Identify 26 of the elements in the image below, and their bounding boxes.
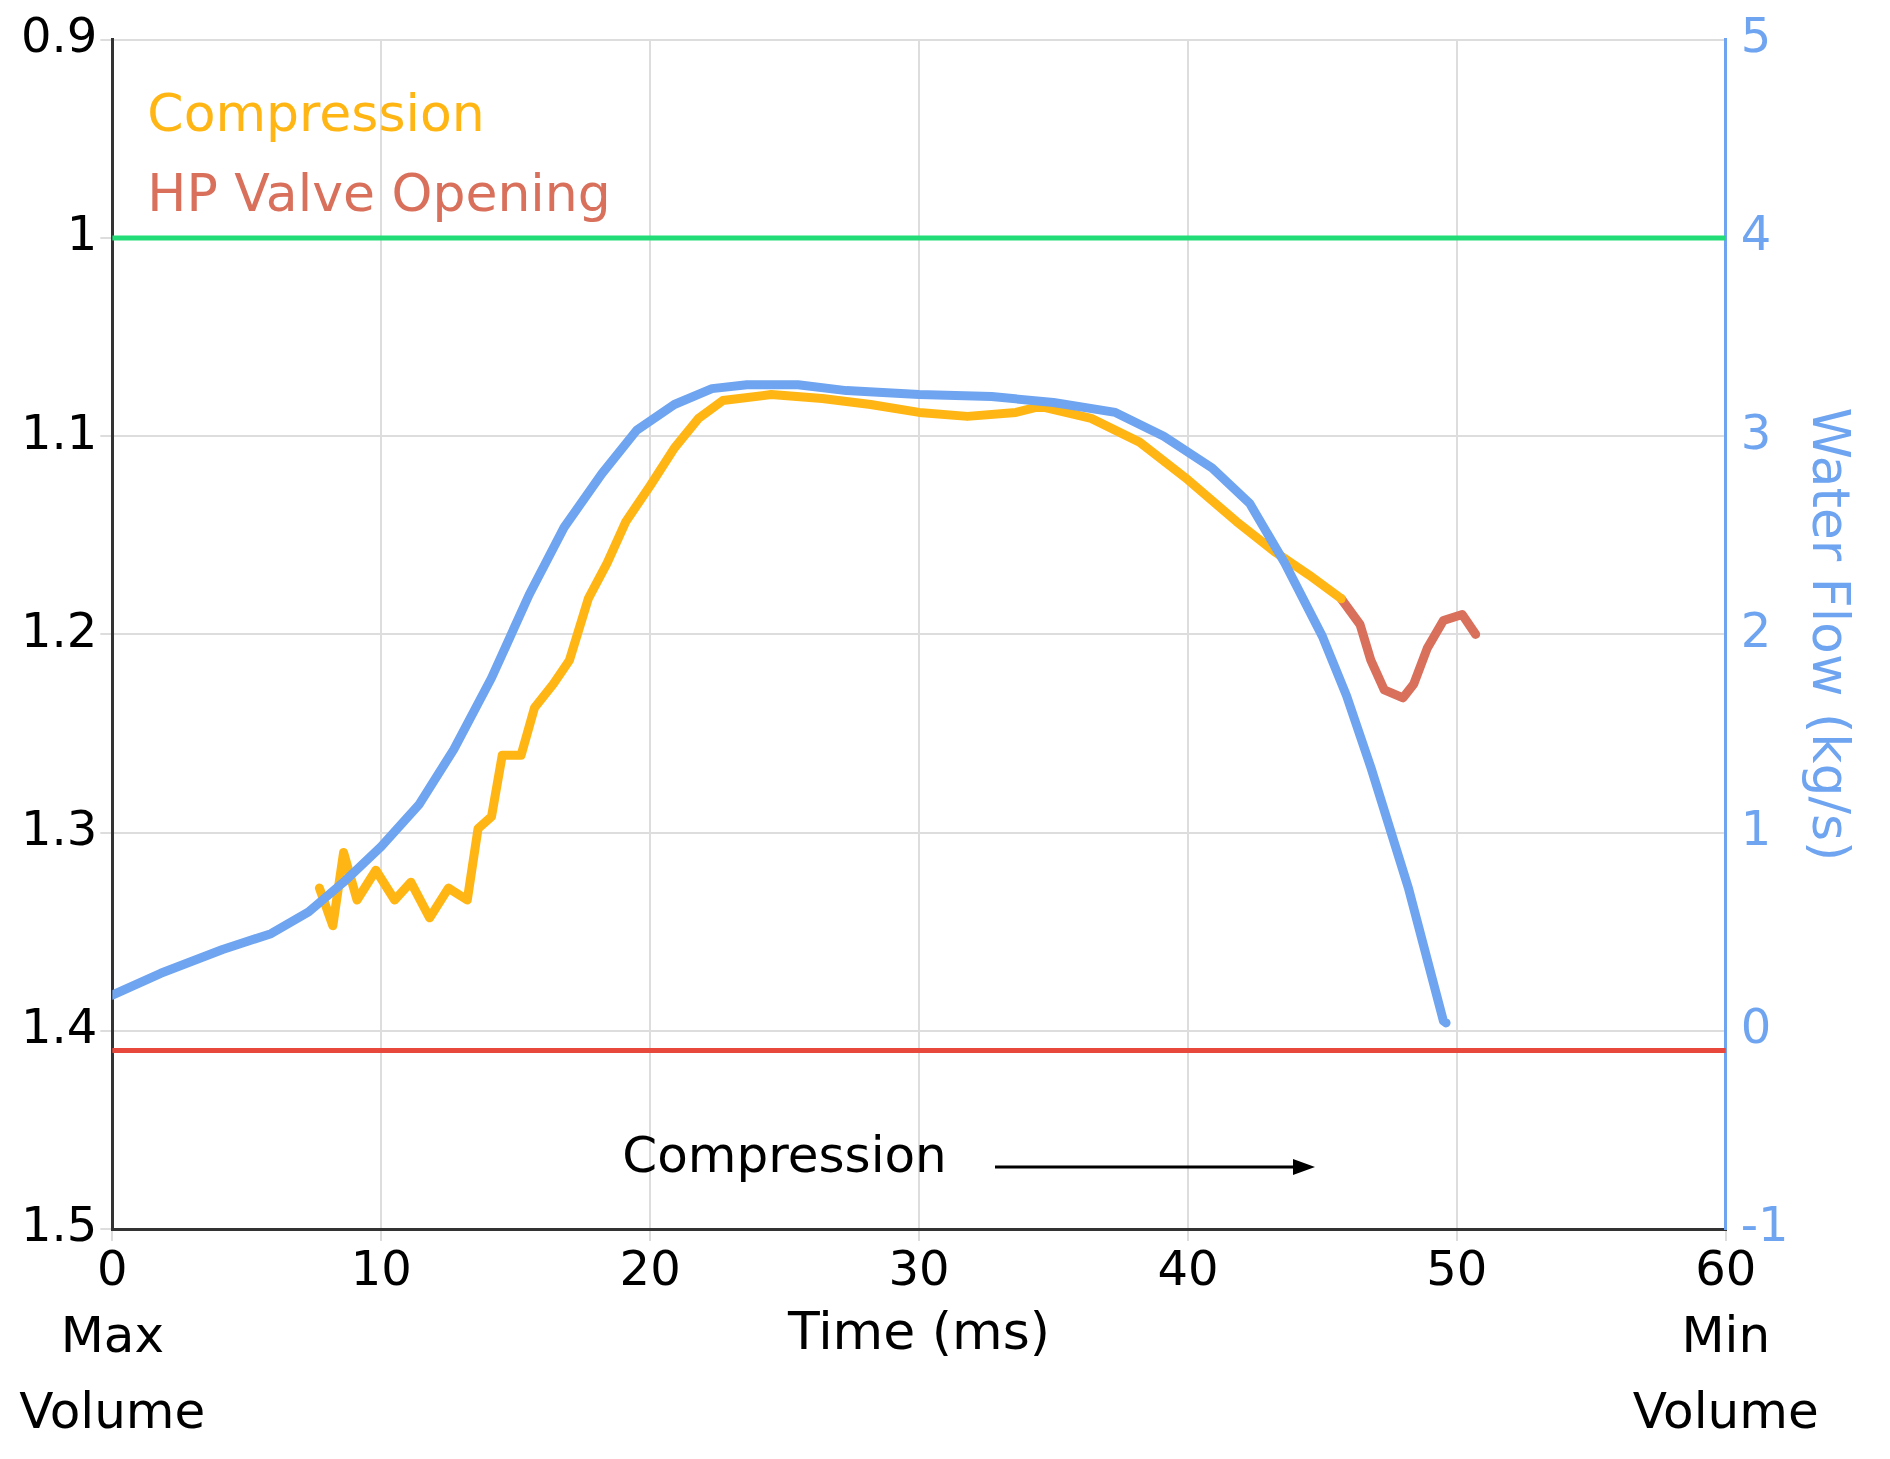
y-tick-label: 1.5 [20, 1196, 98, 1253]
y2-tick-label: 4 [1740, 205, 1772, 262]
x-tick-label: 10 [350, 1240, 412, 1297]
y2-tick-label: 2 [1740, 601, 1772, 658]
text: Max Volume [19, 1305, 206, 1440]
y2-tick-label: 1 [1740, 800, 1772, 857]
x-axis-title: Time (ms) [786, 1301, 1051, 1362]
x-tick-label: 50 [1426, 1240, 1488, 1297]
x-tick-label: 30 [888, 1240, 950, 1297]
y-tick-label: 1.1 [20, 403, 98, 460]
y-tick-label: 1.4 [20, 998, 98, 1055]
y-tick-label: 1 [66, 205, 98, 262]
y-tick-label: 0.9 [20, 7, 98, 64]
y2-tick-label: 3 [1740, 403, 1772, 460]
x-tick-label: 20 [619, 1240, 681, 1297]
y2-tick-label: 5 [1740, 7, 1772, 64]
y2-axis-title: Water Flow (kg/s) [1801, 407, 1862, 862]
annotation: Compression [622, 1125, 947, 1184]
text: Compression [147, 83, 485, 144]
y2-tick-label: 0 [1740, 998, 1772, 1055]
y-tick-label: 1.2 [20, 601, 98, 658]
y-tick-label: 1.3 [20, 800, 98, 857]
text: HP Valve Opening [147, 163, 611, 224]
x-tick-label: 0 [97, 1240, 128, 1297]
text: Min Volume [1632, 1305, 1819, 1440]
x-tick-label: 40 [1157, 1240, 1219, 1297]
